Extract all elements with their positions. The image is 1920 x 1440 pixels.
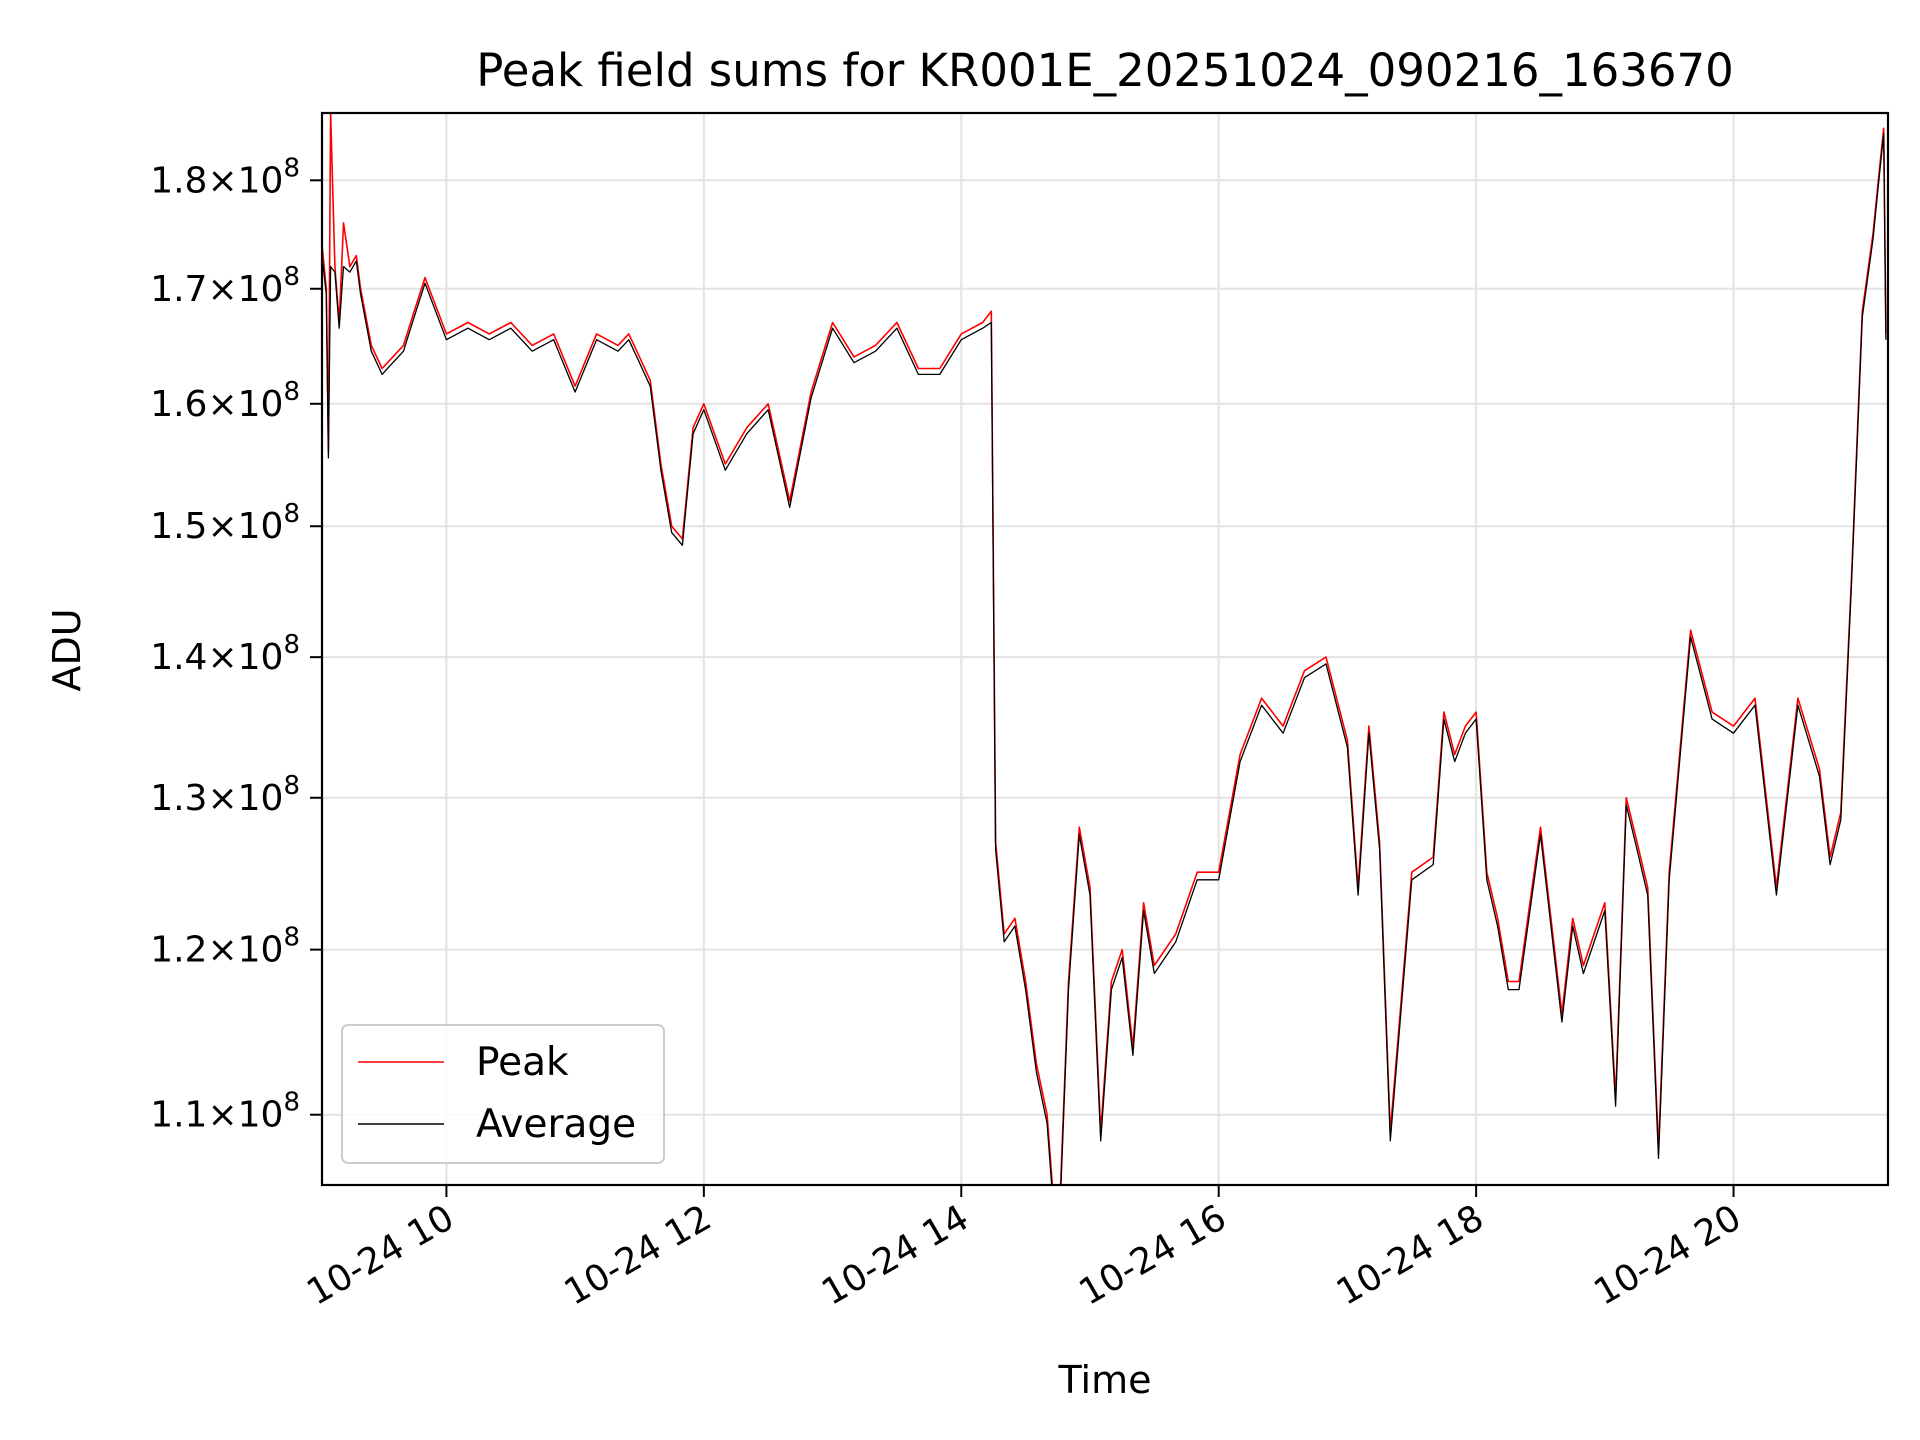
series-line-peak bbox=[322, 113, 1887, 1185]
y-tick-base: 10 bbox=[238, 160, 284, 201]
y-tick-mantissa: 1.3 bbox=[150, 778, 207, 819]
y-tick-times: × bbox=[207, 637, 237, 678]
y-tick-times: × bbox=[207, 160, 237, 201]
y-tick-label: 1.1×108 bbox=[150, 1088, 300, 1136]
y-tick-label: 1.2×108 bbox=[150, 923, 300, 971]
y-tick-mantissa: 1.4 bbox=[150, 637, 207, 678]
y-tick-label: 1.8×108 bbox=[150, 153, 300, 201]
y-tick-times: × bbox=[207, 269, 237, 310]
y-tick-label: 1.4×108 bbox=[150, 630, 300, 678]
y-tick-base: 10 bbox=[238, 637, 284, 678]
y-tick-exponent: 8 bbox=[283, 1088, 300, 1118]
y-tick-exponent: 8 bbox=[283, 923, 300, 953]
y-tick-mantissa: 1.6 bbox=[150, 384, 207, 425]
y-tick-mantissa: 1.2 bbox=[150, 930, 207, 971]
legend-peak-label: Peak bbox=[476, 1040, 569, 1085]
y-tick-times: × bbox=[207, 384, 237, 425]
legend: Peak Average bbox=[341, 1024, 665, 1164]
y-tick-exponent: 8 bbox=[283, 153, 300, 183]
y-tick-base: 10 bbox=[238, 506, 284, 547]
legend-average-label: Average bbox=[476, 1102, 636, 1147]
y-tick-exponent: 8 bbox=[283, 262, 300, 292]
y-tick-base: 10 bbox=[238, 269, 284, 310]
y-tick-base: 10 bbox=[238, 778, 284, 819]
y-tick-times: × bbox=[207, 778, 237, 819]
y-tick-mantissa: 1.8 bbox=[150, 160, 207, 201]
chart-title: Peak field sums for KR001E_20251024_0902… bbox=[476, 44, 1734, 97]
y-axis-label: ADU bbox=[45, 608, 89, 691]
y-tick-mantissa: 1.7 bbox=[150, 269, 207, 310]
y-tick-label: 1.3×108 bbox=[150, 771, 300, 819]
y-tick-exponent: 8 bbox=[283, 771, 300, 801]
y-tick-base: 10 bbox=[238, 384, 284, 425]
y-tick-times: × bbox=[207, 1095, 237, 1136]
y-tick-base: 10 bbox=[238, 1095, 284, 1136]
series-line-average bbox=[322, 132, 1887, 1185]
y-tick-base: 10 bbox=[238, 930, 284, 971]
y-tick-times: × bbox=[207, 506, 237, 547]
y-tick-label: 1.7×108 bbox=[150, 262, 300, 310]
y-tick-times: × bbox=[207, 930, 237, 971]
y-tick-exponent: 8 bbox=[283, 630, 300, 660]
y-tick-mantissa: 1.1 bbox=[150, 1095, 207, 1136]
y-tick-label: 1.6×108 bbox=[150, 377, 300, 425]
x-axis-label: Time bbox=[1058, 1358, 1152, 1402]
series-lines bbox=[322, 113, 1887, 1185]
plot-frame bbox=[320, 111, 1890, 1187]
y-tick-exponent: 8 bbox=[283, 499, 300, 529]
y-axis-ticks: 1.1×1081.2×1081.3×1081.4×1081.5×1081.6×1… bbox=[150, 153, 322, 1136]
grid bbox=[322, 113, 1888, 1185]
y-tick-exponent: 8 bbox=[283, 377, 300, 407]
legend-box bbox=[341, 1024, 665, 1164]
y-tick-mantissa: 1.5 bbox=[150, 506, 207, 547]
y-tick-label: 1.5×108 bbox=[150, 499, 300, 547]
